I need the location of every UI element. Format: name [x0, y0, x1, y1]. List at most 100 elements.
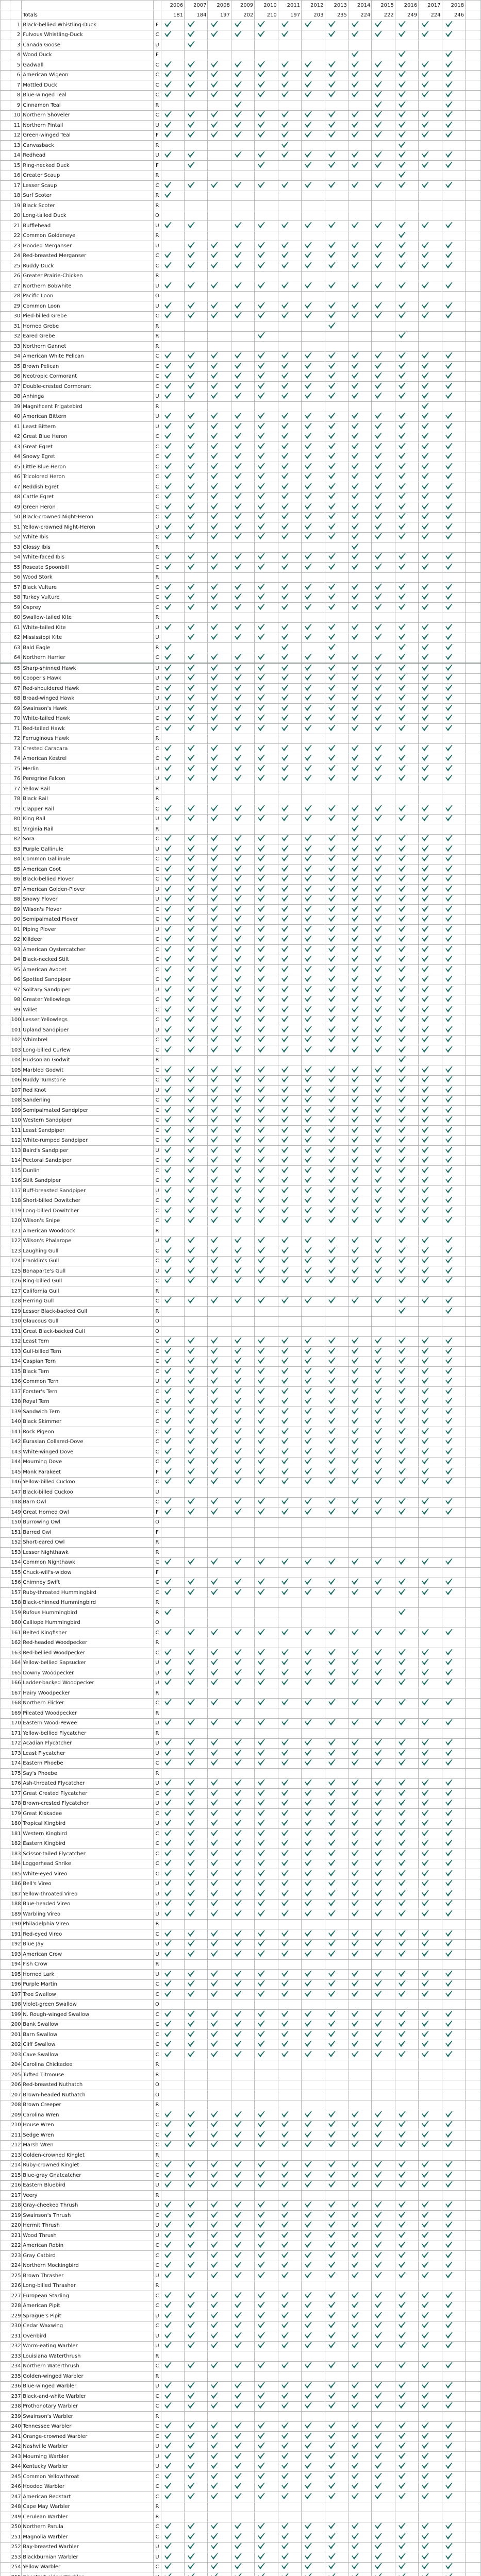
year-cell[interactable]	[301, 241, 325, 251]
year-cell[interactable]	[371, 281, 395, 292]
year-cell[interactable]	[347, 632, 372, 643]
year-cell[interactable]	[160, 1436, 185, 1447]
year-cell[interactable]	[277, 1597, 302, 1608]
year-cell[interactable]	[394, 1648, 419, 1658]
year-cell[interactable]	[301, 1075, 325, 1086]
species-name[interactable]: Hooded Merganser	[21, 241, 154, 251]
year-cell[interactable]	[301, 270, 325, 281]
year-cell[interactable]	[371, 1266, 395, 1277]
year-cell[interactable]	[371, 723, 395, 734]
year-cell[interactable]	[207, 964, 231, 975]
year-cell[interactable]	[160, 1497, 185, 1507]
year-cell[interactable]	[160, 1035, 185, 1045]
year-cell[interactable]	[347, 1105, 372, 1116]
year-cell[interactable]	[254, 1155, 278, 1166]
year-cell[interactable]	[277, 733, 302, 744]
year-cell[interactable]	[254, 70, 278, 80]
year-cell[interactable]	[418, 1517, 442, 1528]
year-cell[interactable]	[277, 1125, 302, 1136]
year-cell[interactable]	[230, 854, 255, 865]
year-cell[interactable]	[230, 1115, 255, 1126]
year-cell[interactable]	[418, 190, 442, 201]
year-cell[interactable]	[347, 1035, 372, 1045]
year-cell[interactable]	[347, 642, 372, 653]
year-cell[interactable]	[394, 964, 419, 975]
year-cell[interactable]	[418, 411, 442, 422]
year-cell[interactable]	[347, 1075, 372, 1086]
year-cell[interactable]	[301, 602, 325, 613]
year-cell[interactable]	[277, 572, 302, 583]
year-cell[interactable]	[324, 421, 349, 432]
year-cell[interactable]	[277, 693, 302, 704]
year-cell[interactable]	[277, 381, 302, 392]
year-cell[interactable]	[277, 663, 302, 674]
year-cell[interactable]	[347, 451, 372, 462]
species-name[interactable]: Least Sandpiper	[21, 1125, 154, 1136]
year-cell[interactable]	[441, 532, 466, 543]
year-cell[interactable]	[277, 673, 302, 684]
year-cell[interactable]	[277, 1447, 302, 1458]
year-cell[interactable]	[441, 451, 466, 462]
year-cell[interactable]	[184, 1527, 208, 1538]
species-name[interactable]: Red-breasted Merganser	[21, 250, 154, 261]
year-header[interactable]: 2014	[347, 0, 372, 10]
year-cell[interactable]	[207, 884, 231, 895]
year-cell[interactable]	[371, 1436, 395, 1447]
year-cell[interactable]	[394, 502, 419, 513]
year-cell[interactable]	[394, 1175, 419, 1186]
year-cell[interactable]	[324, 331, 349, 342]
year-cell[interactable]	[347, 361, 372, 372]
year-cell[interactable]	[254, 1386, 278, 1397]
year-cell[interactable]	[230, 150, 255, 161]
year-cell[interactable]	[441, 1215, 466, 1226]
year-cell[interactable]	[418, 944, 442, 955]
year-cell[interactable]	[184, 944, 208, 955]
year-cell[interactable]	[254, 230, 278, 241]
year-cell[interactable]	[184, 180, 208, 191]
year-cell[interactable]	[160, 261, 185, 272]
year-cell[interactable]	[254, 391, 278, 402]
year-cell[interactable]	[254, 1075, 278, 1086]
year-cell[interactable]	[371, 29, 395, 40]
year-cell[interactable]	[207, 1467, 231, 1478]
year-cell[interactable]	[324, 1557, 349, 1568]
year-cell[interactable]	[441, 1668, 466, 1679]
species-name[interactable]: Redhead	[21, 150, 154, 161]
year-cell[interactable]	[301, 1296, 325, 1307]
year-cell[interactable]	[347, 552, 372, 563]
year-cell[interactable]	[254, 1125, 278, 1136]
year-cell[interactable]	[207, 723, 231, 734]
species-name[interactable]: Acadian Flycatcher	[21, 1738, 154, 1749]
year-cell[interactable]	[394, 663, 419, 674]
year-cell[interactable]	[394, 1497, 419, 1507]
year-cell[interactable]	[160, 110, 185, 121]
year-cell[interactable]	[441, 80, 466, 91]
year-cell[interactable]	[394, 49, 419, 60]
year-cell[interactable]	[160, 804, 185, 815]
year-cell[interactable]	[347, 140, 372, 151]
year-cell[interactable]	[254, 49, 278, 60]
year-cell[interactable]	[347, 1226, 372, 1236]
year-cell[interactable]	[418, 1175, 442, 1186]
year-cell[interactable]	[230, 1597, 255, 1608]
year-cell[interactable]	[371, 944, 395, 955]
year-cell[interactable]	[441, 40, 466, 50]
year-cell[interactable]	[301, 854, 325, 865]
year-cell[interactable]	[347, 1718, 372, 1728]
year-cell[interactable]	[394, 29, 419, 40]
year-cell[interactable]	[160, 864, 185, 875]
year-cell[interactable]	[347, 1045, 372, 1056]
year-cell[interactable]	[184, 190, 208, 201]
year-cell[interactable]	[371, 1145, 395, 1156]
year-cell[interactable]	[441, 1115, 466, 1126]
year-cell[interactable]	[277, 1507, 302, 1518]
year-cell[interactable]	[371, 1215, 395, 1226]
year-cell[interactable]	[324, 462, 349, 472]
year-cell[interactable]	[160, 1115, 185, 1126]
year-cell[interactable]	[371, 462, 395, 472]
year-cell[interactable]	[230, 1648, 255, 1658]
year-cell[interactable]	[254, 1597, 278, 1608]
year-cell[interactable]	[277, 1155, 302, 1166]
year-cell[interactable]	[277, 1095, 302, 1106]
year-cell[interactable]	[394, 1527, 419, 1538]
